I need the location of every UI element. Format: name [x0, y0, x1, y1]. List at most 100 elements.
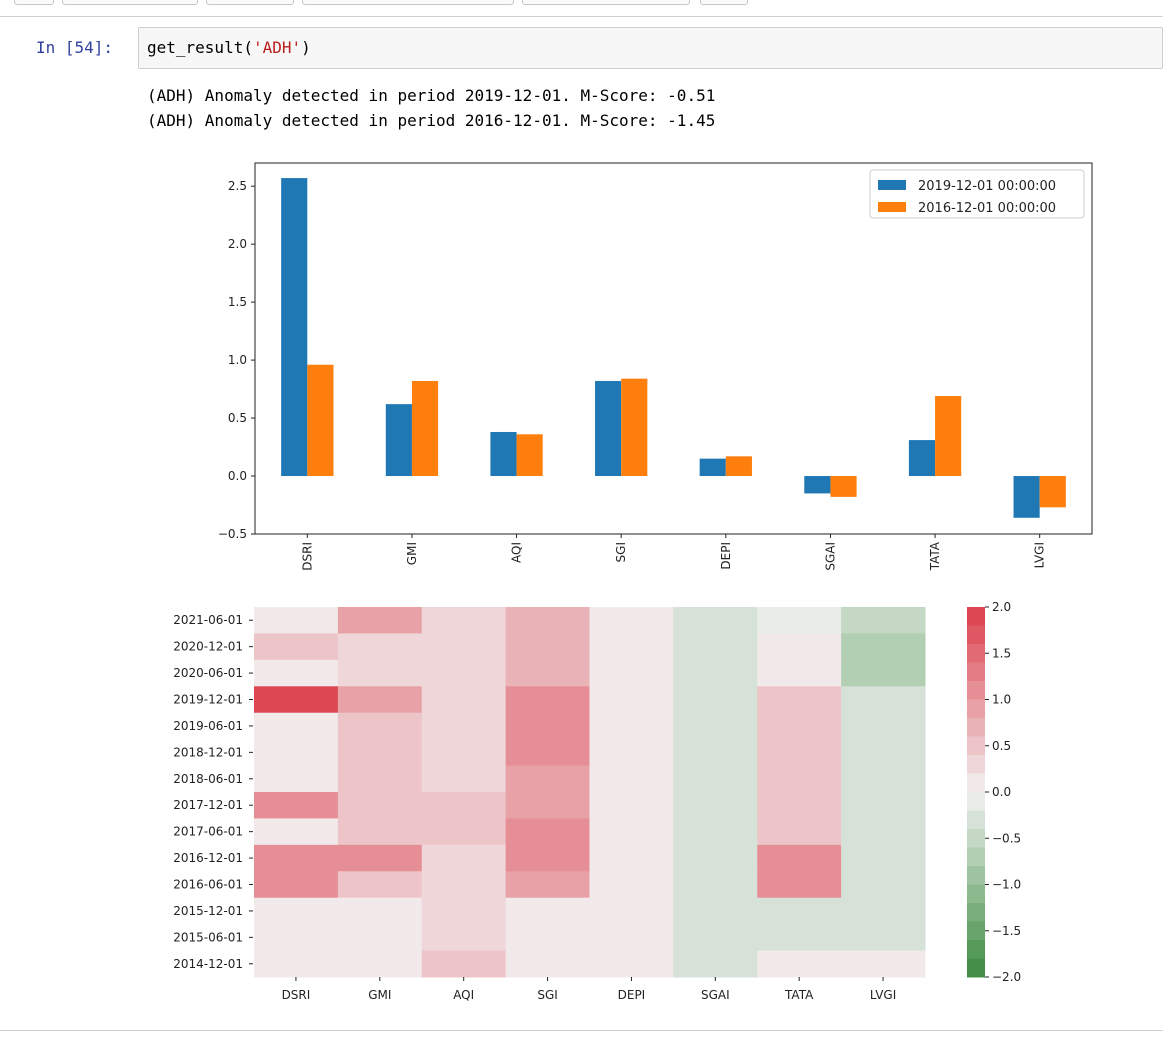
colorbar-segment	[967, 681, 985, 700]
heatmap-cell	[505, 765, 590, 793]
heatmap-cell	[421, 739, 507, 767]
colorbar-segment	[967, 958, 985, 978]
heatmap-cell	[505, 739, 590, 767]
heatmap-cell	[254, 765, 339, 793]
legend-label: 2019-12-01 00:00:00	[918, 179, 1056, 194]
heatmap-cell	[841, 712, 926, 740]
toolbar-button[interactable]	[14, 0, 54, 5]
heatmap-cell	[841, 792, 926, 819]
column-label: DEPI	[618, 988, 646, 1002]
colorbar-tick-label: −1.5	[992, 924, 1021, 938]
heatmap-cell	[673, 792, 758, 819]
input-prompt: In [54]:	[36, 38, 114, 57]
code-input-cell[interactable]: get_result('ADH')	[138, 27, 1163, 69]
heatmap-cell	[589, 818, 674, 846]
heatmap-cell	[254, 712, 339, 740]
heatmap-cell	[589, 871, 674, 899]
bar	[516, 434, 543, 477]
colorbar-segment	[967, 792, 985, 811]
heatmap-cell	[421, 924, 507, 952]
colorbar-segment	[967, 718, 985, 737]
heatmap-cell	[421, 950, 507, 978]
colorbar-segment	[967, 773, 985, 793]
heatmap-cell	[254, 950, 339, 978]
x-tick-label: LVGI	[1033, 542, 1047, 568]
toolbar-button[interactable]	[700, 0, 748, 5]
bar	[804, 476, 831, 494]
heatmap-cell	[254, 792, 339, 819]
y-tick-label: 1.0	[228, 353, 247, 367]
heatmap-cell	[841, 897, 926, 925]
heatmap-cell	[505, 950, 590, 978]
colorbar-segment	[967, 940, 985, 959]
x-tick-label: SGI	[614, 542, 628, 562]
colorbar-segment	[967, 884, 985, 904]
heatmap-cell	[505, 633, 590, 661]
heatmap-cell	[589, 844, 674, 872]
heatmap-cell	[841, 950, 926, 978]
heatmap-cell	[505, 792, 590, 819]
heatmap-cell	[337, 924, 423, 952]
colorbar-segment	[967, 921, 985, 941]
colorbar-segment	[967, 736, 985, 756]
heatmap-cell	[841, 924, 926, 952]
heatmap-cell	[757, 633, 842, 661]
bar	[307, 364, 334, 477]
bar-chart-frame	[254, 162, 1093, 535]
heatmap-cell	[757, 818, 842, 846]
bar	[621, 378, 648, 477]
heatmap-cell	[841, 659, 926, 687]
heatmap-cell	[673, 607, 758, 634]
heatmap-cell	[337, 792, 423, 819]
heatmap-cell	[421, 712, 507, 740]
bar	[935, 396, 962, 477]
heatmap-cell	[589, 739, 674, 767]
heatmap-cell	[254, 897, 339, 925]
legend-swatch	[878, 180, 906, 190]
legend-swatch	[878, 202, 906, 212]
row-label: 2018-06-01	[173, 772, 243, 786]
column-label: SGI	[537, 988, 557, 1002]
bar	[1039, 476, 1066, 508]
colorbar-segment	[967, 755, 985, 774]
heatmap-cell	[673, 924, 758, 952]
colorbar-tick-label: −1.0	[992, 878, 1021, 892]
cell-type-select[interactable]	[522, 0, 690, 5]
heatmap-cell	[421, 686, 507, 714]
heatmap-cell	[673, 871, 758, 899]
toolbar-button-group[interactable]	[302, 0, 514, 5]
heatmap-cell	[505, 897, 590, 925]
heatmap-cell	[757, 739, 842, 767]
heatmap-cell	[337, 765, 423, 793]
x-tick-label: DSRI	[300, 542, 314, 571]
heatmap-cell	[337, 712, 423, 740]
toolbar-button-group[interactable]	[62, 0, 198, 5]
toolbar-button-group[interactable]	[206, 0, 294, 5]
heatmap-cell	[505, 659, 590, 687]
bar	[908, 440, 936, 477]
row-label: 2020-12-01	[173, 640, 243, 654]
legend-label: 2016-12-01 00:00:00	[918, 201, 1056, 216]
column-label: LVGI	[870, 988, 896, 1002]
heatmap-cell	[673, 765, 758, 793]
code-text[interactable]: get_result('ADH')	[147, 38, 311, 57]
heatmap-cell	[757, 686, 842, 714]
bar-chart: −0.5 0.0 0.5 1.0 1.5 2.0 2.5 DSRI GMI AQI SGI DEPI S…	[218, 162, 1093, 571]
column-label: GMI	[368, 988, 391, 1002]
heatmap-cell	[337, 607, 423, 634]
heatmap-cell	[757, 792, 842, 819]
heatmap-cell	[421, 818, 507, 846]
heatmap-cell	[757, 950, 842, 978]
x-tick-label: DEPI	[719, 542, 733, 570]
heatmap-cell	[589, 686, 674, 714]
heatmap-cell	[589, 765, 674, 793]
row-label: 2016-06-01	[173, 878, 243, 892]
heatmap-cell	[254, 633, 339, 661]
heatmap-cell	[421, 792, 507, 819]
heatmap-cell	[505, 712, 590, 740]
colorbar-tick-label: 1.5	[992, 646, 1011, 660]
bar	[1013, 476, 1040, 518]
heatmap-cell	[589, 792, 674, 819]
output-line: (ADH) Anomaly detected in period 2016-12…	[147, 111, 716, 130]
heatmap-cell	[841, 739, 926, 767]
